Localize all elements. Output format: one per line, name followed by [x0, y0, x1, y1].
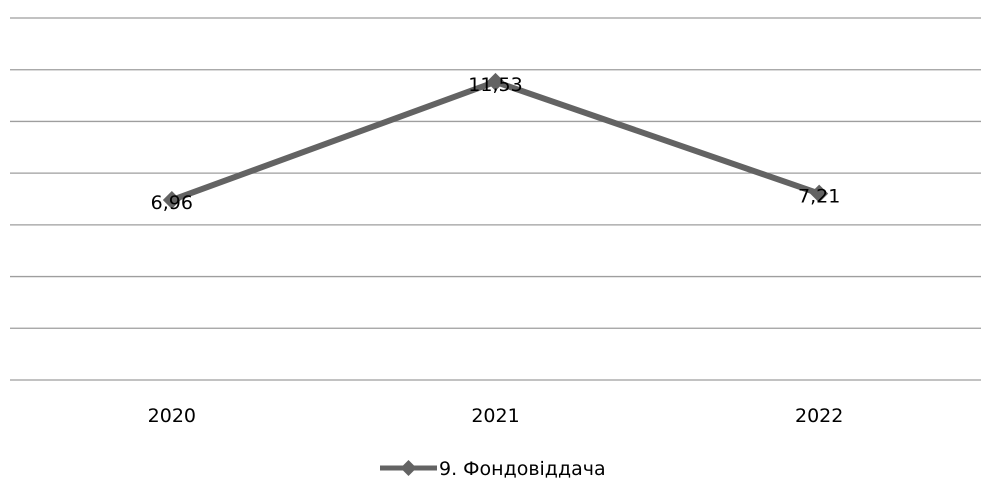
- gridlines: [10, 17, 981, 381]
- x-axis-ticks: 2020 2021 2022: [148, 405, 844, 427]
- data-label: 11,53: [468, 74, 522, 96]
- series-line-0: [170, 78, 821, 203]
- data-label: 6,96: [151, 192, 193, 214]
- legend-marker: [400, 460, 417, 476]
- legend: 9. Фондовіддача: [380, 458, 606, 480]
- data-label: 7,21: [798, 186, 840, 208]
- series-layer: [162, 72, 829, 210]
- legend-label: 9. Фондовіддача: [439, 458, 606, 480]
- x-tick-label: 2020: [148, 405, 196, 427]
- data-point-marker: [810, 184, 829, 203]
- data-labels: 6,96 11,53 7,21: [151, 74, 841, 214]
- data-point-marker: [162, 191, 181, 210]
- x-tick-label: 2022: [795, 405, 843, 427]
- data-point-marker: [486, 72, 505, 91]
- x-tick-label: 2021: [471, 405, 519, 427]
